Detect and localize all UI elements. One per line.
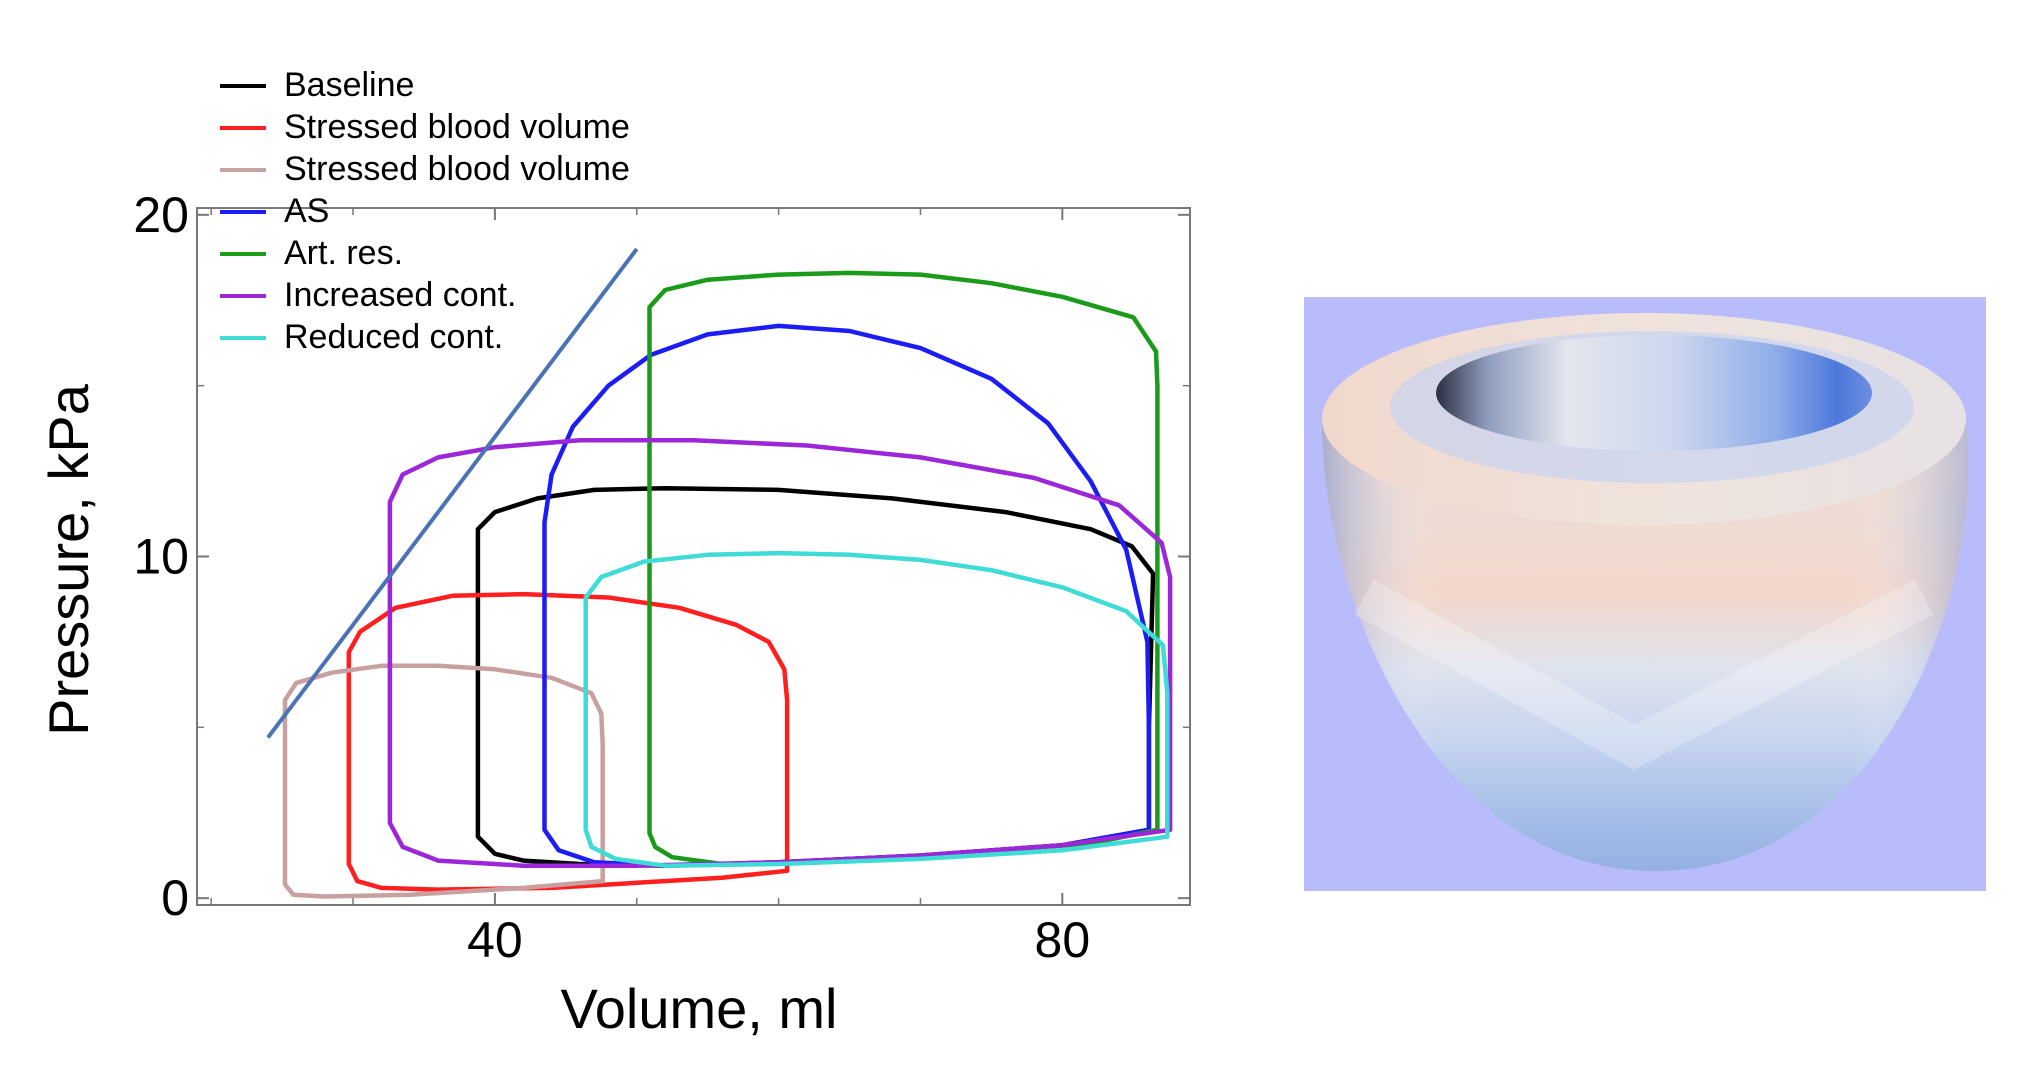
pressure-volume-chart: 40 80 0 10 20 Volume, ml Pressure, kPa Basel… <box>37 66 1191 1040</box>
series-line-2 <box>282 663 605 899</box>
y-tick-label: 0 <box>161 870 189 926</box>
tick-marks <box>197 208 1190 905</box>
series-layer <box>282 270 1173 899</box>
y-tick-label: 20 <box>133 187 189 243</box>
legend-label: Stressed blood volume <box>284 150 630 188</box>
series-line-0 <box>475 485 1156 868</box>
legend-label: AS <box>284 192 329 230</box>
annotation-line-0 <box>266 247 639 739</box>
heart-shell-shading <box>1322 424 1969 872</box>
tick-labels: 40 80 0 10 20 <box>133 187 1090 968</box>
series-line-3 <box>542 323 1152 868</box>
heart-cavity <box>1436 335 1872 451</box>
series-line-1 <box>346 591 790 892</box>
heart-visualization-panel <box>1304 297 1986 891</box>
series-line-4 <box>647 270 1160 867</box>
series-line-5 <box>387 438 1173 868</box>
x-axis-title: Volume, ml <box>561 977 838 1040</box>
y-axis-title: Pressure, kPa <box>37 383 100 736</box>
annotation-layer <box>266 247 639 739</box>
plot-area <box>196 207 1191 906</box>
heart-chevron-band <box>1354 579 1934 770</box>
x-tick-label: 80 <box>1035 912 1091 968</box>
legend-label: Baseline <box>284 66 414 104</box>
legend-label: Stressed blood volume <box>284 108 630 146</box>
legend: Baseline Stressed blood volume Stressed bl… <box>220 66 630 356</box>
heart-3d-render <box>1322 313 1969 872</box>
legend-label: Art. res. <box>284 234 403 272</box>
legend-label: Reduced cont. <box>284 318 503 356</box>
y-tick-label: 10 <box>133 529 189 585</box>
series-line-6 <box>583 550 1170 868</box>
legend-label: Increased cont. <box>284 276 516 314</box>
x-tick-label: 40 <box>467 912 523 968</box>
